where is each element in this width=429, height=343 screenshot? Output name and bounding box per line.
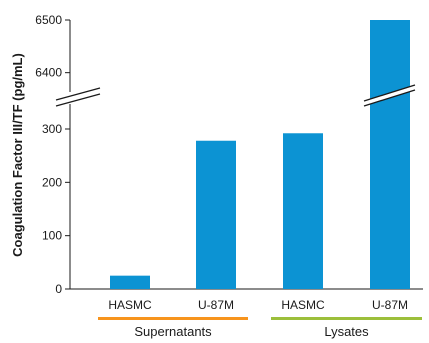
x-tick-label: HASMC xyxy=(281,298,325,312)
bar xyxy=(196,140,236,289)
category-labels: HASMC U-87M HASMC U-87M xyxy=(108,298,408,312)
axis-break-marker xyxy=(55,87,101,107)
group-label: Lysates xyxy=(324,324,369,339)
x-tick-label: U-87M xyxy=(372,298,408,312)
group-label: Supernatants xyxy=(134,324,212,339)
y-tick-label: 300 xyxy=(42,122,62,136)
y-tick-label: 100 xyxy=(42,229,62,243)
y-tick-label: 6400 xyxy=(35,66,62,80)
group-brackets: Supernatants Lysates xyxy=(98,317,422,339)
y-axis-title: Coagulation Factor III/TF (pg/mL) xyxy=(10,53,25,257)
y-tick-label: 6500 xyxy=(35,13,62,27)
bar xyxy=(283,133,323,289)
group-bracket xyxy=(271,317,422,320)
group-bracket xyxy=(98,317,248,320)
bars xyxy=(110,20,410,289)
y-tick-label: 200 xyxy=(42,175,62,189)
bar xyxy=(370,20,410,289)
bar xyxy=(110,275,150,289)
y-axis-ticks: 0 100 200 300 6400 6500 xyxy=(35,13,70,296)
x-tick-label: HASMC xyxy=(108,298,152,312)
x-tick-label: U-87M xyxy=(198,298,234,312)
y-tick-label: 0 xyxy=(55,282,62,296)
bar-break-marker xyxy=(363,84,416,107)
